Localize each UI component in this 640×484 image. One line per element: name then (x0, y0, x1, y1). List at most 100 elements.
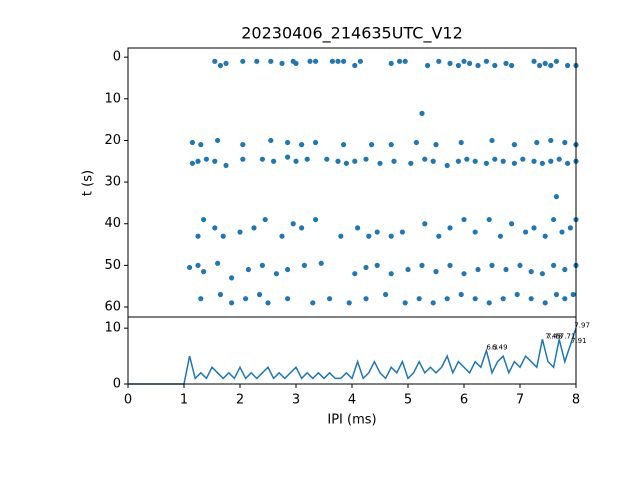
scatter-point (223, 60, 229, 67)
y-tick-label: 60 (104, 300, 121, 315)
scatter-point (444, 162, 450, 169)
scatter-point (483, 58, 489, 64)
scatter-point (562, 296, 568, 302)
scatter-point (565, 160, 571, 166)
y-tick-label: 40 (104, 216, 121, 231)
x-tick-label: 7 (516, 393, 524, 408)
scatter-point (537, 62, 543, 69)
scatter-point (357, 58, 363, 64)
scatter-point (416, 296, 422, 302)
annotation: 7.71 (560, 333, 576, 341)
scatter-point (531, 58, 537, 64)
scatter-point (363, 296, 369, 302)
scatter-point (433, 142, 439, 148)
scatter-point (374, 262, 380, 268)
scatter-point (486, 300, 492, 306)
scatter-point (363, 156, 369, 162)
scatter-point (551, 262, 557, 268)
scatter-point (341, 58, 347, 64)
scatter-point (290, 221, 296, 227)
scatter-point (475, 266, 481, 273)
scatter-point (483, 160, 489, 166)
scatter-point (195, 233, 201, 239)
annotation: 7.91 (571, 337, 587, 345)
scatter-point (503, 266, 509, 273)
scatter-point (229, 275, 235, 281)
scatter-point (548, 158, 554, 164)
scatter-point (447, 60, 453, 67)
chart-title: 20230406_214635UTC_V12 (241, 24, 463, 44)
scatter-point (352, 271, 358, 277)
scatter-point (212, 225, 218, 231)
scatter-point (509, 62, 515, 69)
scatter-point (240, 58, 246, 64)
scatter-point (257, 291, 263, 298)
scatter-point (542, 233, 548, 239)
scatter-point (215, 260, 221, 266)
scatter-point (475, 62, 481, 69)
scatter-point (531, 225, 537, 231)
scatter-point (201, 269, 207, 275)
scatter-point (324, 156, 330, 162)
scatter-point (243, 296, 249, 302)
scatter-point (299, 225, 305, 231)
x-tick-label: 2 (236, 393, 244, 408)
scatter-point (419, 262, 425, 268)
scatter-point (489, 262, 495, 268)
scatter-point (189, 160, 195, 166)
scatter-point (304, 156, 310, 162)
scatter-point (402, 300, 408, 306)
scatter-point (301, 262, 307, 268)
scatter-point (343, 160, 349, 166)
scatter-point (240, 142, 246, 148)
scatter-point (377, 160, 383, 166)
scatter-point (553, 58, 560, 64)
scatter-point (299, 142, 305, 148)
scatter-point (433, 269, 439, 275)
scatter-point (447, 225, 453, 231)
scatter-point (567, 225, 574, 231)
scatter-point (318, 260, 324, 266)
scatter-point (271, 158, 277, 164)
scatter-point (285, 139, 291, 146)
scatter-point (436, 233, 442, 239)
scatter-point (240, 156, 246, 162)
x-tick-label: 1 (180, 393, 188, 408)
scatter-point (539, 160, 546, 166)
scatter-point (279, 60, 285, 67)
y-tick-label: 50 (104, 258, 121, 273)
scatter-point (254, 58, 260, 64)
scatter-point (327, 296, 333, 302)
scatter-point (391, 158, 397, 164)
scatter-point (562, 139, 568, 146)
scatter-point (455, 158, 461, 164)
scatter-point (472, 296, 478, 302)
scatter-point (374, 229, 380, 235)
annotation: 7.45 (545, 333, 561, 341)
scatter-point (461, 271, 467, 277)
scatter-point (422, 156, 428, 162)
scatter-point (388, 60, 394, 67)
scatter-point (251, 225, 257, 231)
scatter-point (559, 229, 565, 235)
scatter-point (520, 156, 526, 162)
scatter-point (293, 158, 299, 164)
scatter-point (430, 158, 436, 164)
scatter-point (212, 158, 218, 164)
y-tick-label: 10 (104, 91, 121, 106)
scatter-point (556, 156, 562, 162)
scatter-point (553, 194, 560, 200)
scatter-point (562, 266, 568, 273)
scatter-point (553, 291, 560, 298)
line (128, 327, 577, 385)
scatter-point (548, 62, 554, 69)
scatter-point (285, 296, 291, 302)
scatter-point (313, 58, 319, 64)
scatter-point (455, 62, 461, 69)
scatter-point (352, 158, 358, 164)
scatter-point (531, 158, 537, 164)
scatter-point (497, 233, 503, 239)
scatter-point (217, 291, 223, 298)
scatter-point (279, 233, 285, 239)
